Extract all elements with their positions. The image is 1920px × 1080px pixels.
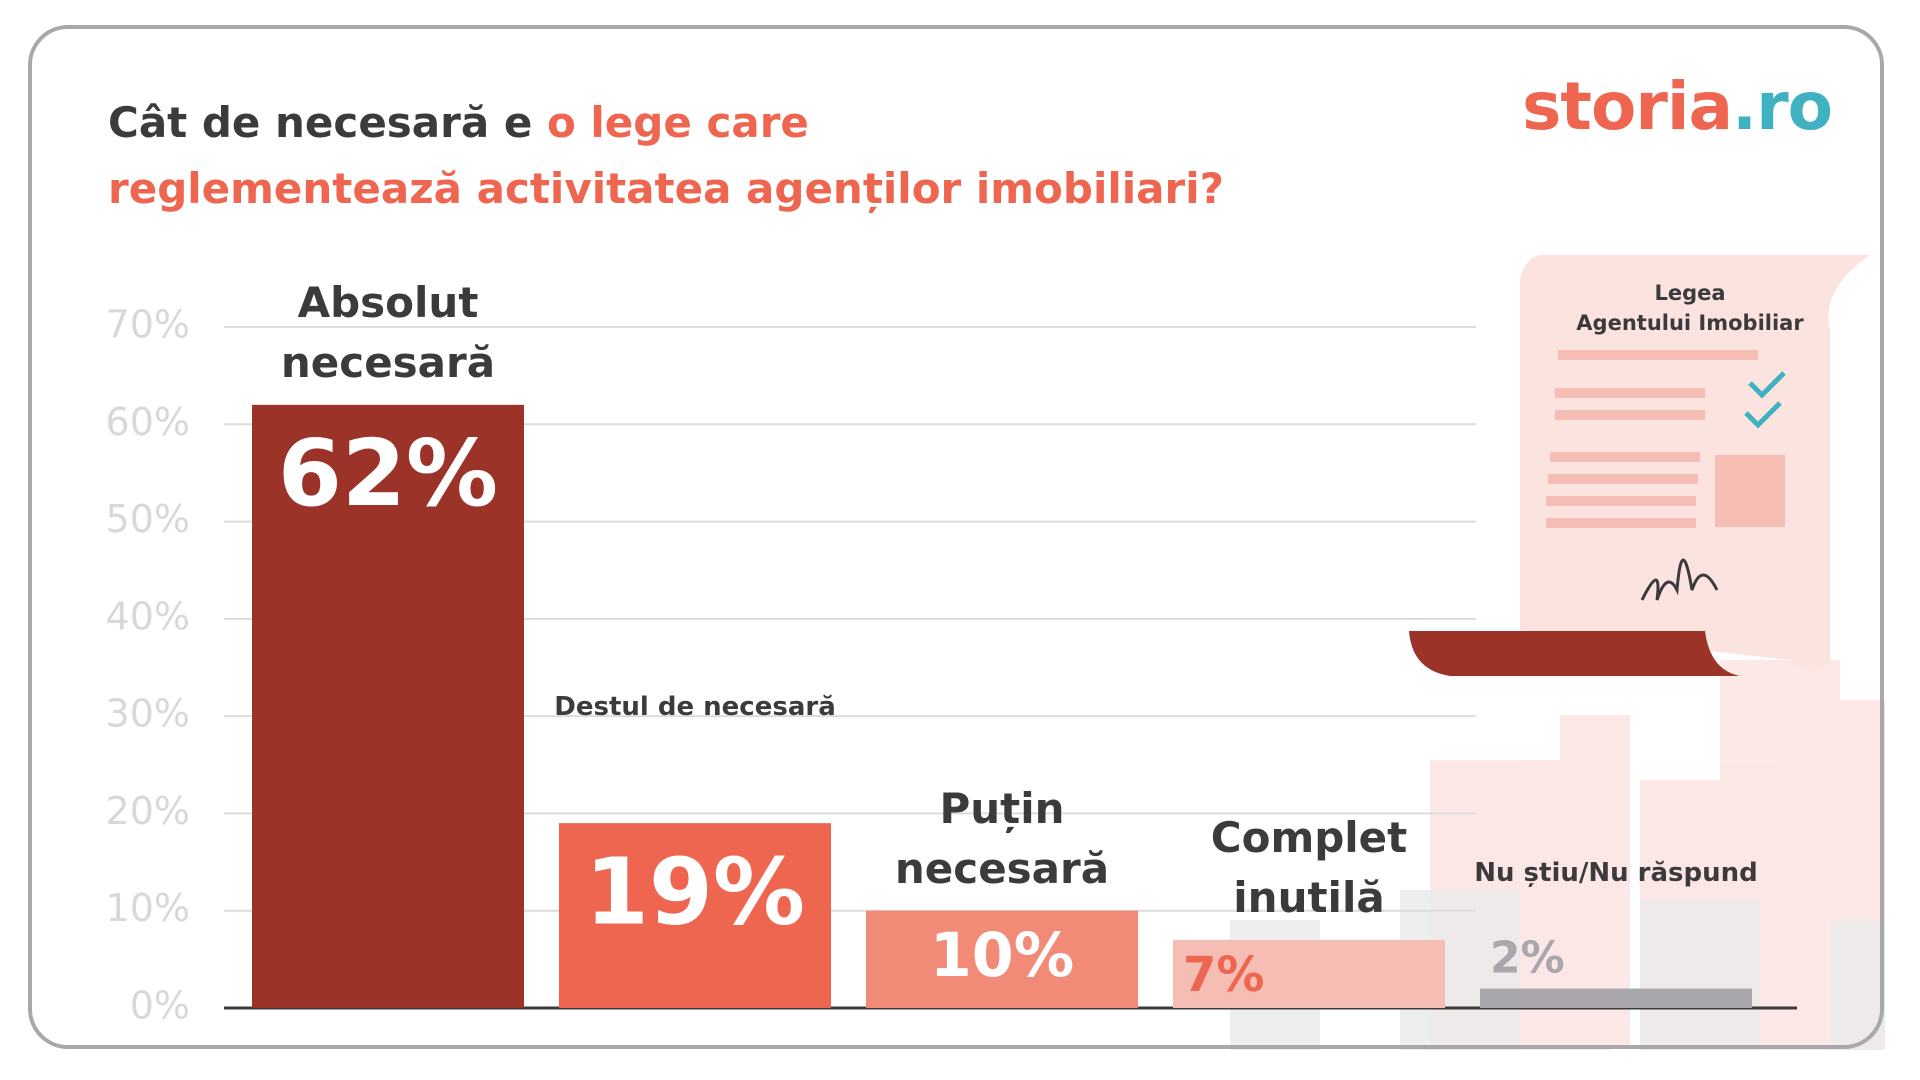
- document-line: Legea: [1654, 281, 1726, 305]
- bar: [866, 910, 1138, 1008]
- document-line: Agentului Imobiliar: [1576, 311, 1804, 335]
- value-label: 10%: [930, 921, 1074, 991]
- title-part: reglementează activitatea agenților imob…: [108, 164, 1224, 213]
- document-label: Legea Agentului Imobiliar: [1540, 278, 1840, 338]
- title: Cât de necesară e o lege care reglemente…: [108, 90, 1224, 222]
- bar: [252, 404, 524, 1008]
- value-label: 19%: [585, 839, 805, 946]
- category-label: Puțin necesară: [894, 783, 1110, 893]
- y-tick-label: 40%: [106, 594, 190, 638]
- y-tick-label: 30%: [106, 692, 190, 736]
- logo-part: storia: [1522, 68, 1733, 145]
- y-tick-label: 60%: [106, 400, 190, 444]
- category-label: Absolut necesară: [280, 277, 496, 387]
- title-part: Cât de necesară e: [108, 98, 533, 147]
- frame: [28, 25, 1884, 1049]
- category-label: Complet inutilă: [1210, 812, 1408, 922]
- y-tick-label: 50%: [106, 497, 190, 541]
- bar: [1173, 939, 1445, 1008]
- y-tick-label: 0%: [130, 984, 190, 1028]
- bar: [1480, 988, 1752, 1008]
- illustration: [1230, 255, 1885, 1050]
- y-tick-label: 10%: [106, 886, 190, 930]
- category-label: Nu știu/Nu răspund: [1474, 857, 1758, 888]
- category-label: Destul de necesară: [554, 692, 836, 723]
- y-tick-label: 20%: [106, 789, 190, 833]
- bar: [559, 823, 831, 1008]
- logo-part: .ro: [1732, 68, 1833, 145]
- value-label: 7%: [1183, 947, 1265, 1003]
- logo: storia.ro: [1522, 68, 1833, 145]
- title-part: o lege care: [546, 98, 809, 147]
- value-label: 2%: [1490, 933, 1565, 984]
- y-tick-label: 70%: [106, 303, 190, 347]
- value-label: 62%: [278, 420, 498, 527]
